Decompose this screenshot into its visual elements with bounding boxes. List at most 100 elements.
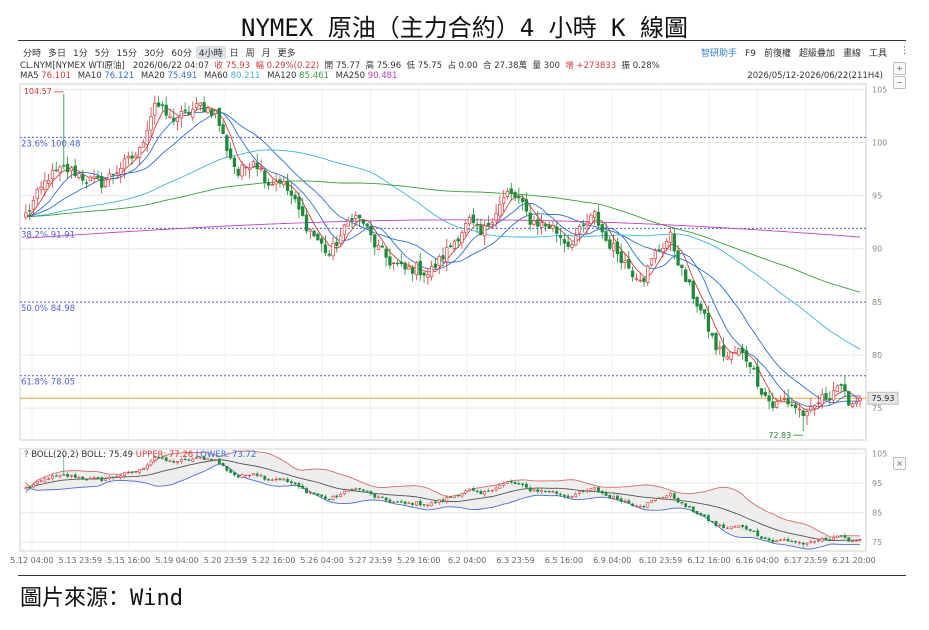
period-tab-0[interactable]: 分時	[23, 49, 42, 59]
boll-candle-body	[616, 495, 619, 500]
boll-candle-body	[555, 491, 559, 494]
tool-button-3[interactable]: 超級疊加	[798, 49, 835, 59]
boll-candle-body	[210, 458, 214, 462]
candle-body	[824, 393, 828, 400]
date-range-label: 2026/05/12-2026/06/22(211H4)	[747, 71, 883, 81]
period-tab-3[interactable]: 5分	[94, 49, 110, 59]
candle-body	[638, 279, 642, 282]
fib-label: 38.2% 91.91	[21, 230, 75, 240]
kline-chart[interactable]: 75 80 85 90 95 100 105 5.12 04:00 5.13 23:59 5.15…	[0, 0, 929, 575]
boll-candle-body	[123, 472, 126, 476]
boll-candle-body	[756, 530, 760, 537]
period-tab-11[interactable]: 更多	[277, 49, 296, 59]
candle-body	[126, 155, 130, 159]
zoom-out-icon[interactable]: −	[893, 76, 906, 89]
boll-candle-body	[119, 475, 123, 478]
boll-candle-body	[543, 490, 547, 492]
candle-body	[115, 172, 119, 174]
x-tick-label: 5.13 23:59	[59, 556, 102, 565]
boll-panel-close-icon[interactable]: ×	[893, 457, 906, 470]
boll-candle-body	[149, 460, 153, 466]
boll-candle-body	[623, 500, 627, 503]
candle-body	[342, 224, 347, 235]
tool-button-5[interactable]: 工具	[868, 49, 887, 59]
candle-body	[183, 109, 187, 112]
candle-body	[445, 246, 449, 263]
period-tab-4[interactable]: 15分	[116, 49, 137, 59]
candle-body	[100, 176, 104, 188]
candle-body	[797, 408, 802, 411]
candle-body	[418, 260, 422, 276]
x-tick-label: 5.22 16:00	[252, 556, 295, 565]
boll-candle-body	[354, 488, 358, 490]
period-tab-5[interactable]: 30分	[143, 49, 165, 59]
boll-candle-body	[832, 536, 835, 541]
tool-button-4[interactable]: 畫線	[842, 49, 861, 59]
period-tab-8[interactable]: 日	[229, 49, 239, 59]
boll-candle-body	[593, 487, 597, 490]
boll-candle-body	[471, 488, 475, 491]
more-menu-icon[interactable]: ⋮	[900, 46, 909, 56]
candle-body	[623, 260, 627, 263]
candle-body	[585, 222, 589, 226]
candle-body	[429, 265, 434, 278]
x-tick-label: 6.10 23:59	[639, 556, 682, 565]
chart-title: NYMEX 原油（主力合約）4 小時 K 線圖	[241, 14, 688, 42]
boll-candle-body	[81, 476, 85, 480]
boll-candle-body	[627, 500, 631, 504]
candle-body	[646, 265, 650, 283]
candle-body	[39, 186, 43, 190]
candle-body	[282, 181, 286, 186]
period-tab-7[interactable]: 4小時	[195, 46, 226, 59]
fib-label: 61.8% 78.05	[21, 378, 75, 388]
boll-candle-body	[506, 481, 509, 484]
candle-body	[308, 229, 312, 232]
boll-candle-body	[130, 471, 134, 473]
candle-body	[433, 263, 438, 268]
boll-candle-body	[813, 541, 817, 543]
candle-body	[316, 233, 320, 241]
boll-candle-body	[100, 477, 104, 482]
boll-candle-body	[638, 506, 642, 508]
boll-legend-part: BOLL(20,2) BOLL: 75.49	[31, 450, 136, 460]
candle-body	[285, 181, 290, 191]
tool-button-1[interactable]: F9	[745, 49, 756, 59]
boll-candle-body	[559, 493, 562, 496]
tool-button-0[interactable]: 智研助手	[701, 49, 738, 59]
boll-y-tick-label: 105	[872, 449, 887, 458]
candle-body	[657, 249, 661, 252]
boll-candle-body	[274, 478, 278, 481]
candle-body	[710, 332, 714, 336]
candle-body	[213, 110, 218, 115]
x-tick-label: 6.16 04:00	[736, 556, 779, 565]
boll-candle-body	[722, 524, 725, 529]
candle-body	[604, 231, 608, 241]
ma-value-ma250: 90.481	[367, 71, 398, 81]
boll-candle-body	[422, 504, 426, 506]
candle-body	[676, 250, 680, 266]
boll-candle-body	[794, 540, 798, 543]
candle-body	[630, 270, 635, 278]
candle-body	[247, 167, 252, 170]
boll-candle-body	[604, 492, 608, 496]
boll-candle-body	[305, 488, 308, 494]
period-tab-2[interactable]: 1分	[73, 49, 88, 59]
boll-candle-body	[490, 490, 494, 492]
candle-body	[172, 117, 176, 122]
candle-body	[547, 225, 551, 229]
candle-body	[733, 352, 737, 355]
x-tick-label: 5.12 04:00	[10, 556, 53, 565]
high-label: 高 75.96	[365, 61, 402, 71]
period-tab-9[interactable]: 周	[245, 49, 255, 59]
period-tab-6[interactable]: 60分	[171, 49, 192, 59]
zoom-in-icon[interactable]: +	[893, 62, 906, 75]
period-tab-1[interactable]: 多日	[48, 49, 67, 59]
boll-candle-body	[528, 487, 532, 492]
boll-candle-body	[634, 505, 638, 507]
candle-body	[301, 206, 305, 216]
tool-button-2[interactable]: 前復權	[763, 49, 791, 59]
candle-body	[828, 398, 832, 401]
period-tab-10[interactable]: 月	[261, 49, 271, 59]
low-annotation: 72.83	[768, 431, 791, 440]
x-tick-label: 6.2 04:00	[448, 556, 486, 565]
